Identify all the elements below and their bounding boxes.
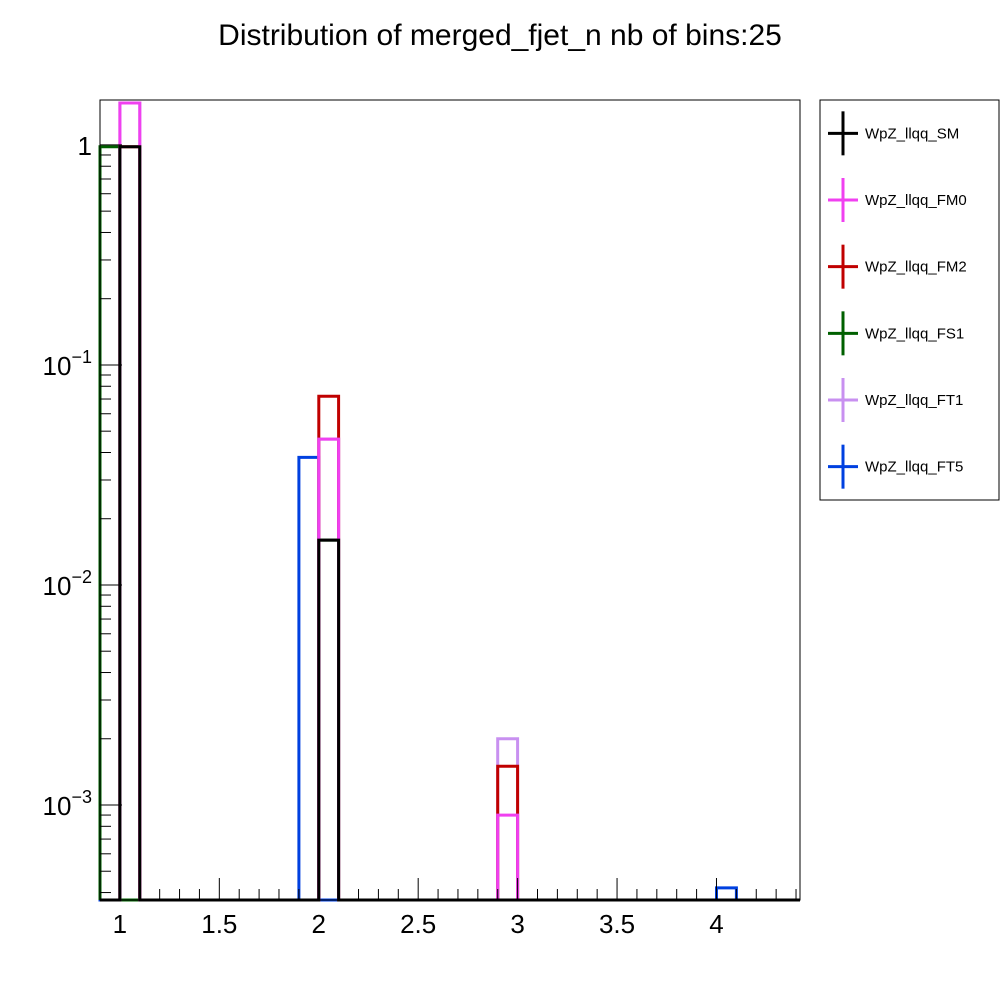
plot-frame: [99, 99, 801, 901]
series-line-WpZ_llqq_SM: [100, 145, 800, 902]
x-tick-label: 1: [113, 909, 127, 939]
y-tick-label: 10−3: [43, 787, 92, 821]
x-tick-label: 3: [510, 909, 524, 939]
legend-label: WpZ_llqq_FT1: [865, 392, 963, 409]
y-tick-label: 10−1: [43, 347, 92, 381]
x-tick-label: 4: [709, 909, 723, 939]
series-line-WpZ_llqq_FM0: [100, 101, 800, 902]
legend: WpZ_llqq_SM WpZ_llqq_FM0 WpZ_llqq_FM2 WpZ_l…: [819, 99, 1000, 501]
legend-entry: WpZ_llqq_FT5: [828, 444, 963, 489]
y-tick-label: 10−2: [43, 567, 92, 601]
axis-layer: 1 1.5 2 2.5 3 3.5 4 1 10−1 10−2 10−3: [43, 99, 801, 939]
legend-entry: WpZ_llqq_FM0: [828, 178, 967, 222]
legend-entry: WpZ_llqq_FT1: [828, 378, 963, 422]
legend-label: WpZ_llqq_SM: [865, 125, 959, 142]
legend-entry: WpZ_llqq_FS1: [828, 311, 964, 356]
legend-box: [819, 99, 1000, 501]
legend-label: WpZ_llqq_FT5: [865, 459, 963, 476]
legend-label: WpZ_llqq_FM2: [865, 259, 967, 276]
x-tick-label: 3.5: [599, 909, 635, 939]
legend-label: WpZ_llqq_FS1: [865, 325, 964, 342]
chart-title: Distribution of merged_fjet_n nb of bins…: [218, 19, 782, 52]
series-line-WpZ_llqq_FS1: [98, 145, 800, 902]
series-layer: [98, 101, 800, 902]
legend-entry: WpZ_llqq_SM: [828, 111, 959, 156]
y-tick-label: 1: [78, 131, 92, 161]
legend-label: WpZ_llqq_FM0: [865, 192, 967, 209]
series-line-WpZ_llqq_FM2: [100, 145, 800, 902]
series-line-WpZ_llqq_FT5: [98, 147, 800, 902]
x-tick-label: 2: [312, 909, 326, 939]
legend-entry: WpZ_llqq_FM2: [828, 244, 967, 289]
x-tick-label: 2.5: [400, 909, 436, 939]
x-tick-label: 1.5: [201, 909, 237, 939]
series-line-WpZ_llqq_FT1: [100, 101, 800, 902]
